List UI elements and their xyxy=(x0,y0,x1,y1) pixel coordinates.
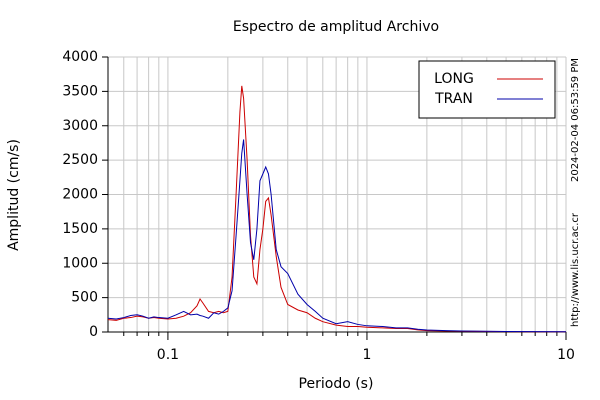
series-line xyxy=(107,85,567,333)
x-axis-label: Periodo (s) xyxy=(299,376,374,392)
chart-title: Espectro de amplitud Archivo xyxy=(233,19,439,35)
x-tick-label: 10 xyxy=(557,347,575,363)
y-tick-label: 3000 xyxy=(62,118,98,134)
y-tick-label: 1500 xyxy=(62,221,98,237)
y-tick-label: 500 xyxy=(71,290,98,306)
y-tick-label: 1000 xyxy=(62,255,98,271)
y-axis-label: Amplitud (cm/s) xyxy=(6,139,22,251)
series-line xyxy=(107,139,567,333)
y-tick-label: 4000 xyxy=(62,49,98,65)
legend-label: LONG xyxy=(434,71,474,87)
x-tick-label: 1 xyxy=(362,347,371,363)
legend-box xyxy=(418,60,556,119)
source-url: http://www.lis.ucr.ac.cr xyxy=(570,212,581,327)
y-tick-label: 3500 xyxy=(62,83,98,99)
x-tick-label: 0.1 xyxy=(157,347,179,363)
y-tick-label: 2000 xyxy=(62,187,98,203)
y-tick-label: 2500 xyxy=(62,152,98,168)
legend-label: TRAN xyxy=(434,91,473,107)
timestamp: 2024-02-04 06:53:59 PM xyxy=(570,58,581,182)
y-tick-label: 0 xyxy=(89,324,98,340)
